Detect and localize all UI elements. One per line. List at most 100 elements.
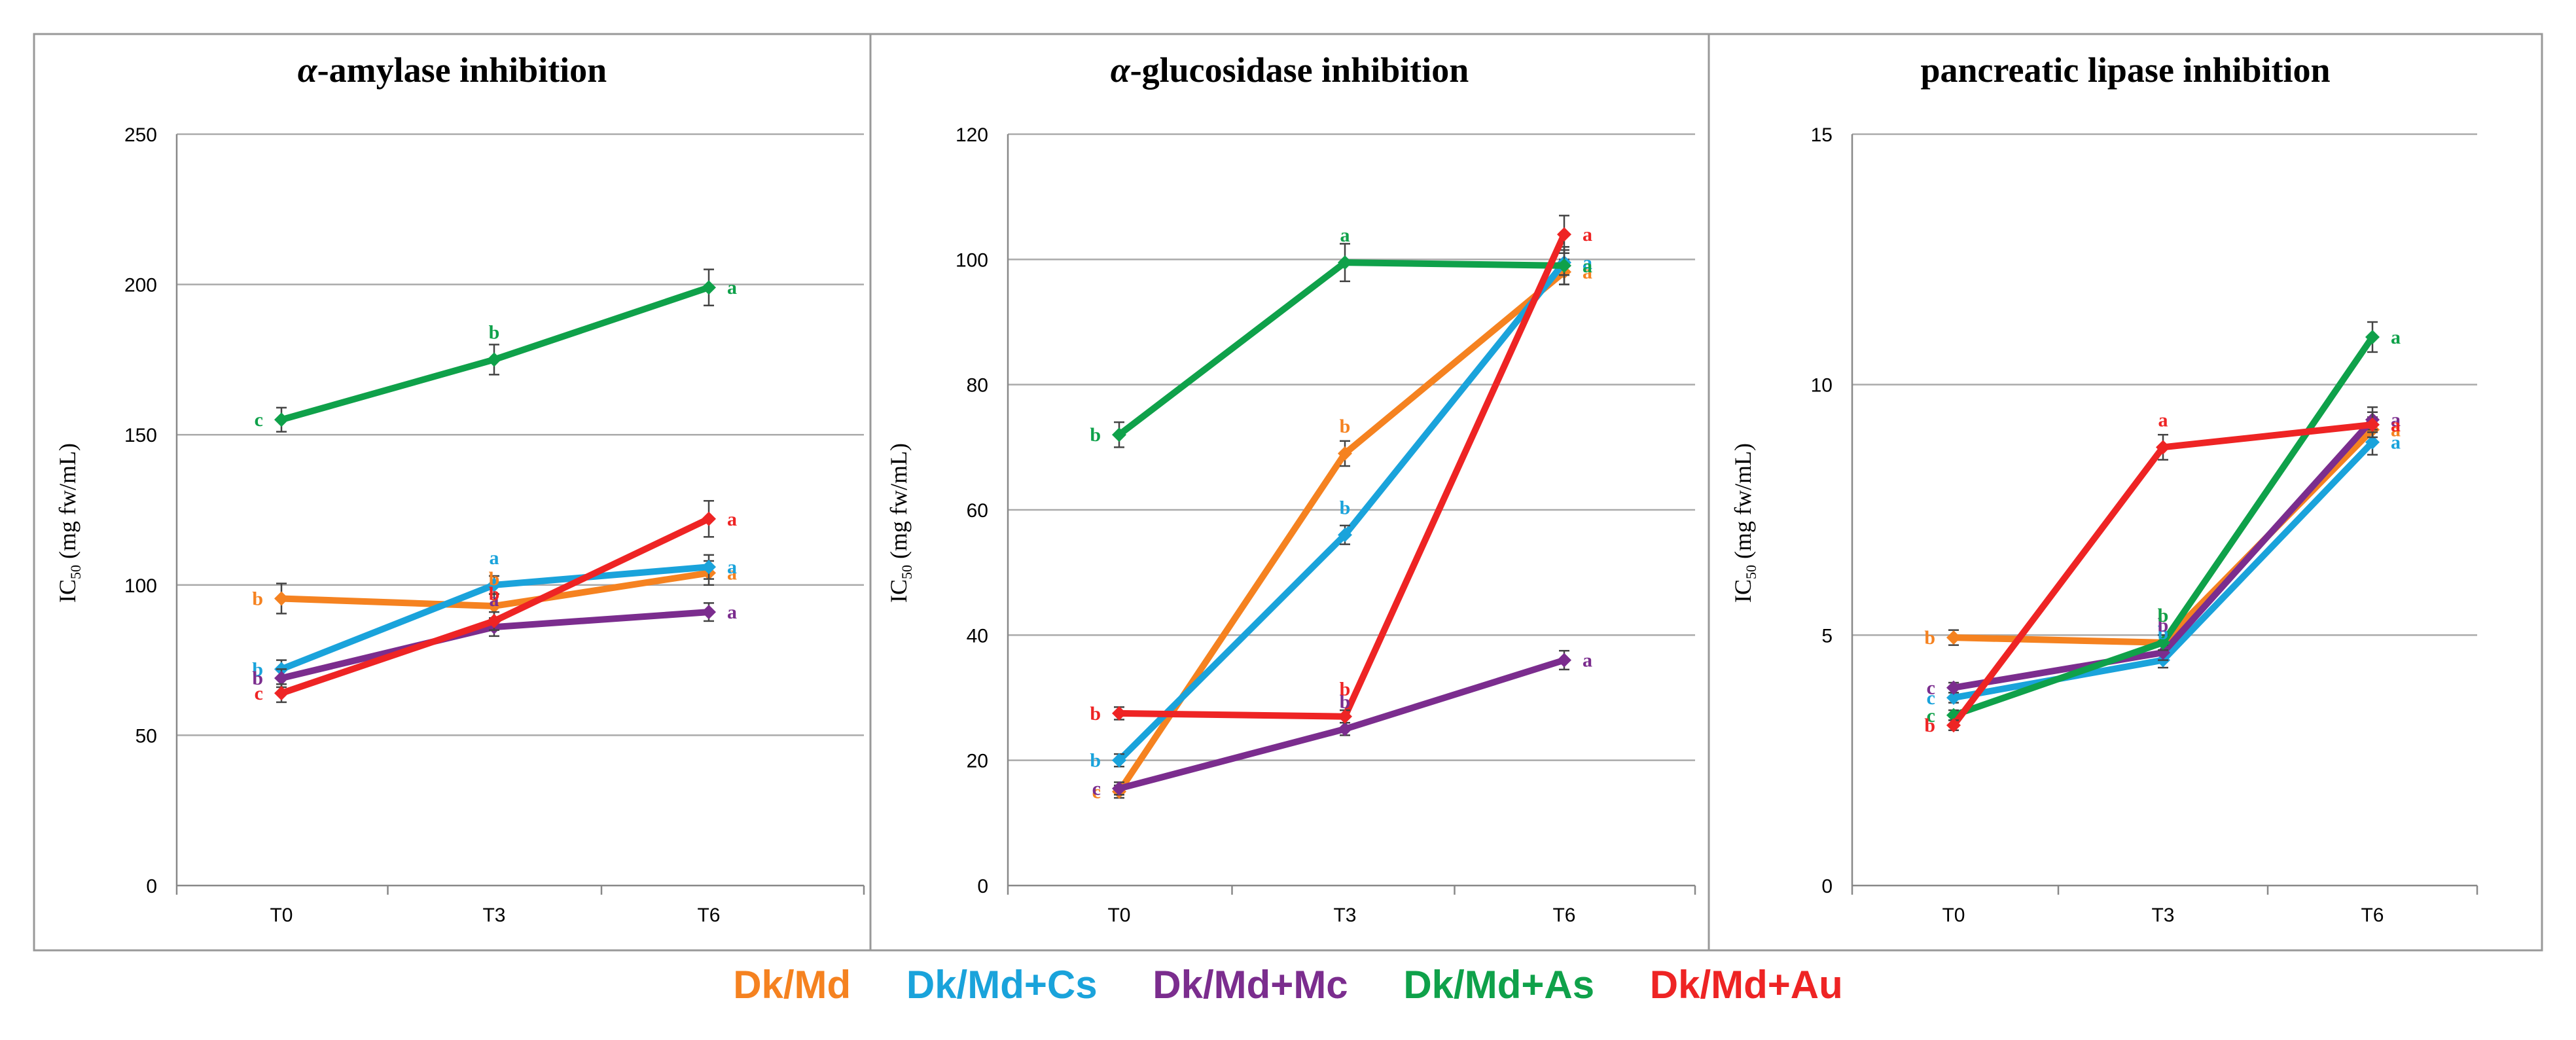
significance-letter: b xyxy=(489,568,500,590)
legend: Dk/Md Dk/Md+Cs Dk/Md+Mc Dk/Md+As Dk/Md+A… xyxy=(0,962,2576,1007)
data-point xyxy=(487,613,501,628)
significance-letter: b xyxy=(252,658,263,680)
data-point xyxy=(1946,680,1961,695)
series-dk-md-cs xyxy=(274,554,716,679)
y-tick-label: 80 xyxy=(967,375,988,397)
significance-letter: a xyxy=(490,589,499,611)
data-point xyxy=(702,560,716,575)
data-point xyxy=(2156,440,2170,455)
x-tick-label: T3 xyxy=(1333,905,1356,926)
data-point xyxy=(1112,706,1126,721)
data-point xyxy=(487,598,501,613)
title-text: -amylase inhibition xyxy=(317,50,607,90)
chart-panel-3: pancreatic lipase inhibition 0 5 10 15 T0 T3 T6… xyxy=(1730,50,2478,926)
significance-letter: a xyxy=(1583,252,1592,274)
significance-letter: a xyxy=(727,556,737,578)
legend-item-dk-md-mc: Dk/Md+Mc xyxy=(1153,963,1348,1007)
significance-letter: a xyxy=(727,601,737,623)
y-axis-label-main: IC xyxy=(885,579,912,603)
y-axis-label: IC50 (mg fw/mL) xyxy=(54,443,84,603)
data-point xyxy=(702,280,716,295)
y-tick-label: 100 xyxy=(124,575,157,597)
series-dk-md-as xyxy=(1946,321,2380,723)
data-point xyxy=(1112,781,1126,796)
title-symbol: α xyxy=(298,50,318,90)
data-point xyxy=(1338,528,1352,543)
chart-title: α-amylase inhibition xyxy=(298,50,607,90)
series-dk-md-cs xyxy=(1946,429,2380,705)
significance-letter: a xyxy=(2391,432,2401,454)
data-point xyxy=(1557,653,1571,668)
legend-item-dk-md-cs: Dk/Md+Cs xyxy=(906,963,1098,1007)
y-tick-label: 60 xyxy=(967,500,988,522)
x-tick-label: T6 xyxy=(697,905,720,926)
significance-letter: a xyxy=(2391,414,2401,436)
data-point xyxy=(1112,427,1126,442)
data-point xyxy=(2365,329,2380,344)
data-point xyxy=(274,591,289,606)
series-dk-md-au xyxy=(274,499,716,704)
series-line-dk-md-au xyxy=(1116,231,1567,720)
significance-letter: b xyxy=(2158,605,2169,626)
y-axis-label-rest: (mg fw/mL) xyxy=(1730,443,1756,565)
y-tick-label: 200 xyxy=(124,275,157,296)
data-point xyxy=(1338,709,1352,724)
x-tick-label: T0 xyxy=(1107,905,1130,926)
data-point xyxy=(1557,258,1571,273)
y-tick-label: 5 xyxy=(1821,625,1833,647)
x-tick-label: T6 xyxy=(1552,905,1575,926)
significance-letter: a xyxy=(1583,224,1592,245)
significance-letter: c xyxy=(1927,687,1935,709)
legend-item-dk-md: Dk/Md xyxy=(733,963,851,1007)
series-dk-md xyxy=(274,560,716,619)
x-tick-label: T0 xyxy=(270,905,293,926)
y-tick-label: 20 xyxy=(967,751,988,772)
data-point xyxy=(2365,417,2380,432)
data-point xyxy=(1557,227,1571,242)
significance-letter: c xyxy=(1092,778,1101,800)
y-tick-label: 40 xyxy=(967,625,988,647)
title-symbol: α xyxy=(1111,50,1131,90)
series-dk-md-as xyxy=(274,268,716,433)
y-tick-label: 100 xyxy=(956,249,988,271)
significance-letter: a xyxy=(2391,327,2401,348)
significance-letter: c xyxy=(1927,705,1935,726)
y-tick-label: 0 xyxy=(977,876,988,897)
significance-letter: b xyxy=(1924,715,1935,736)
y-axis-label-sub: 50 xyxy=(67,565,84,579)
legend-item-dk-md-as: Dk/Md+As xyxy=(1403,963,1595,1007)
series-dk-md-au xyxy=(1112,215,1571,724)
y-tick-label: 0 xyxy=(146,876,157,897)
significance-letter: b xyxy=(1090,750,1101,772)
y-axis-label: IC50 (mg fw/mL) xyxy=(885,443,915,603)
significance-letter: a xyxy=(727,509,737,530)
x-tick-label: T3 xyxy=(2151,905,2174,926)
significance-letter: b xyxy=(1924,627,1935,649)
y-axis-label-sub: 50 xyxy=(1743,565,1759,579)
data-point xyxy=(1946,718,1961,733)
figure-frame xyxy=(33,33,2543,952)
chart-title: α-glucosidase inhibition xyxy=(1111,50,1469,90)
y-axis-label-main: IC xyxy=(54,579,80,603)
data-point xyxy=(274,412,289,427)
y-tick-label: 250 xyxy=(124,124,157,146)
y-tick-label: 150 xyxy=(124,425,157,446)
significance-letter: c xyxy=(1092,781,1101,803)
significance-letter: c xyxy=(255,683,263,704)
data-point xyxy=(1338,721,1352,736)
y-axis-label-main: IC xyxy=(1730,579,1756,603)
series-dk-md-au xyxy=(1946,411,2380,733)
data-point xyxy=(1946,690,1961,705)
y-tick-label: 15 xyxy=(1811,124,1833,146)
significance-letter: a xyxy=(727,277,737,298)
y-axis-label: IC50 (mg fw/mL) xyxy=(1730,443,1759,603)
significance-letter: b xyxy=(1340,416,1351,437)
chart-panel-1: α-amylase inhibition 0 50 100 150 200 250 T0 T3 T… xyxy=(54,50,865,926)
data-point xyxy=(274,686,289,701)
y-tick-label: 50 xyxy=(135,725,157,747)
data-point xyxy=(2365,435,2380,450)
significance-letter: a xyxy=(2391,420,2401,441)
data-point xyxy=(2156,645,2170,660)
title-text: -glucosidase inhibition xyxy=(1130,50,1469,90)
